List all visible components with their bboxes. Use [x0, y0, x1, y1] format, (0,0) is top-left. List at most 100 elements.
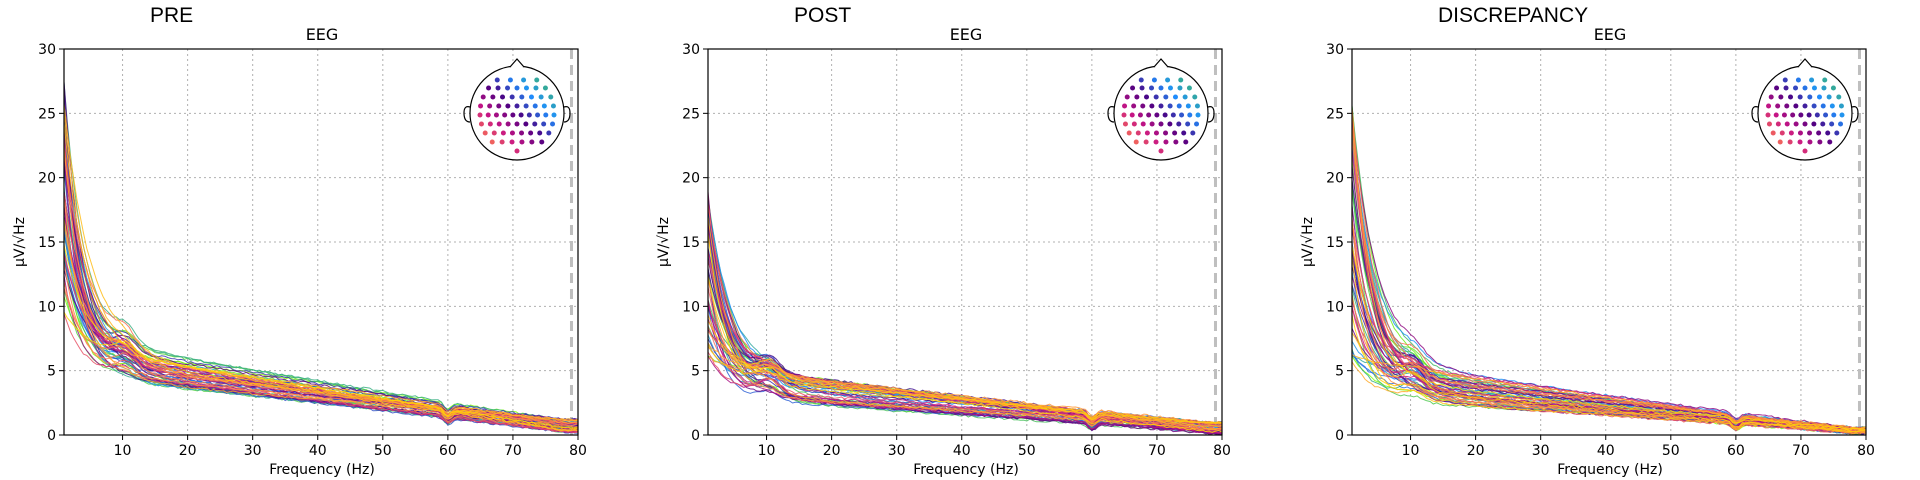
panel-title: DISCREPANCY	[1438, 4, 1588, 27]
sensor-dot	[1811, 121, 1817, 127]
sensor-dot	[490, 94, 496, 100]
sensor-dot	[1802, 121, 1808, 127]
sensor-dot	[1194, 103, 1200, 109]
sensor-dot	[1190, 130, 1196, 136]
sensor-dot	[505, 121, 511, 127]
x-tick-label: 10	[114, 443, 132, 459]
sensor-dot	[1163, 139, 1169, 145]
sensor-dot	[1793, 85, 1799, 91]
sensor-dot	[1825, 130, 1831, 136]
sensor-dot	[519, 139, 525, 145]
sensor-dot	[1140, 103, 1146, 109]
sensor-dot	[1778, 94, 1784, 100]
sensor-dot	[1139, 85, 1145, 91]
sensor-dot	[1793, 103, 1799, 109]
sensor-dot	[1143, 139, 1149, 145]
panel-title: PRE	[150, 4, 193, 27]
sensor-dot	[1182, 94, 1188, 100]
spectrum-line	[63, 122, 579, 431]
sensor-dot	[1797, 130, 1803, 136]
spectrum-line	[707, 230, 1223, 433]
x-tick-label: 40	[1597, 443, 1615, 459]
sensor-dot	[1192, 94, 1198, 100]
sensor-dot	[535, 112, 541, 118]
sensor-dot	[528, 94, 534, 100]
sensor-dot	[548, 94, 554, 100]
spectrum-line	[707, 216, 1222, 431]
sensor-dot	[1807, 94, 1813, 100]
x-tick-label: 20	[179, 443, 197, 459]
sensor-dot	[1181, 130, 1187, 136]
sensor-dot	[1802, 85, 1808, 91]
spectrum-line	[63, 311, 579, 430]
sensor-dot	[1135, 130, 1141, 136]
sensor-dot	[1781, 112, 1787, 118]
sensor-dot	[489, 139, 495, 145]
sensor-dot	[1149, 103, 1155, 109]
y-tick-label: 15	[682, 235, 700, 251]
x-tick-label: 60	[439, 443, 457, 459]
sensor-dot	[538, 94, 544, 100]
sensor-dot	[526, 112, 532, 118]
panel-subtitle: EEG	[306, 25, 339, 44]
sensor-dot	[493, 112, 499, 118]
sensor-topomap	[1751, 58, 1859, 161]
sensor-dot	[1820, 103, 1826, 109]
sensor-dot	[1765, 112, 1771, 118]
sensor-dot	[1153, 94, 1159, 100]
sensor-dot	[1827, 139, 1833, 145]
sensor-dot	[1165, 77, 1171, 83]
sensor-dot	[486, 85, 492, 91]
y-tick-label: 0	[1335, 428, 1344, 444]
sensor-dot	[1834, 130, 1840, 136]
spectrum-line	[707, 326, 1223, 428]
sensor-dot	[1793, 121, 1799, 127]
sensor-dot	[1158, 121, 1164, 127]
sensor-dot	[1131, 103, 1137, 109]
sensor-dot	[1787, 139, 1793, 145]
sensor-dot	[1807, 130, 1813, 136]
sensor-dot	[1149, 121, 1155, 127]
panel-post: POST EEG Frequency (Hz) µV/√Hz 10 20 30 40 5…	[656, 4, 1231, 478]
left-ear-icon	[1107, 106, 1115, 123]
spectrum-line	[1351, 147, 1867, 432]
spectrum-line	[1351, 217, 1867, 433]
sensor-dot	[514, 148, 520, 154]
sensor-dot	[1797, 139, 1803, 145]
y-tick-label: 5	[47, 364, 56, 380]
sensor-dot	[1816, 130, 1822, 136]
sensor-dot	[487, 103, 493, 109]
sensor-dot	[1138, 77, 1144, 83]
y-tick-label: 20	[682, 171, 700, 187]
sensor-dot	[534, 77, 540, 83]
sensor-dot	[542, 85, 548, 91]
sensor-dot	[1144, 130, 1150, 136]
sensor-dot	[1186, 85, 1192, 91]
sensor-dot	[1158, 85, 1164, 91]
sensor-dot	[546, 130, 552, 136]
spectrum-line	[708, 357, 1223, 424]
y-axis-label: µV/√Hz	[1300, 217, 1316, 267]
y-tick-label: 15	[38, 235, 56, 251]
sensor-dot	[1823, 112, 1829, 118]
sensor-dot	[1829, 103, 1835, 109]
sensor-dot	[1130, 85, 1136, 91]
spectrum-line	[707, 268, 1223, 430]
sensor-dot	[1173, 139, 1179, 145]
sensor-dot	[1836, 94, 1842, 100]
x-axis-label: Frequency (Hz)	[913, 462, 1019, 478]
left-ear-icon	[463, 106, 471, 123]
sensor-dot	[1831, 112, 1837, 118]
head-outline	[1113, 65, 1209, 161]
spectrum-line	[63, 313, 579, 434]
sensor-dot	[1177, 85, 1183, 91]
sensor-dot	[1126, 130, 1132, 136]
sensor-dot	[541, 121, 547, 127]
y-tick-label: 20	[38, 171, 56, 187]
sensor-dot	[1775, 103, 1781, 109]
sensor-dot	[1822, 77, 1828, 83]
sensor-dot	[1816, 94, 1822, 100]
sensor-dot	[1779, 130, 1785, 136]
x-tick-label: 30	[1532, 443, 1550, 459]
